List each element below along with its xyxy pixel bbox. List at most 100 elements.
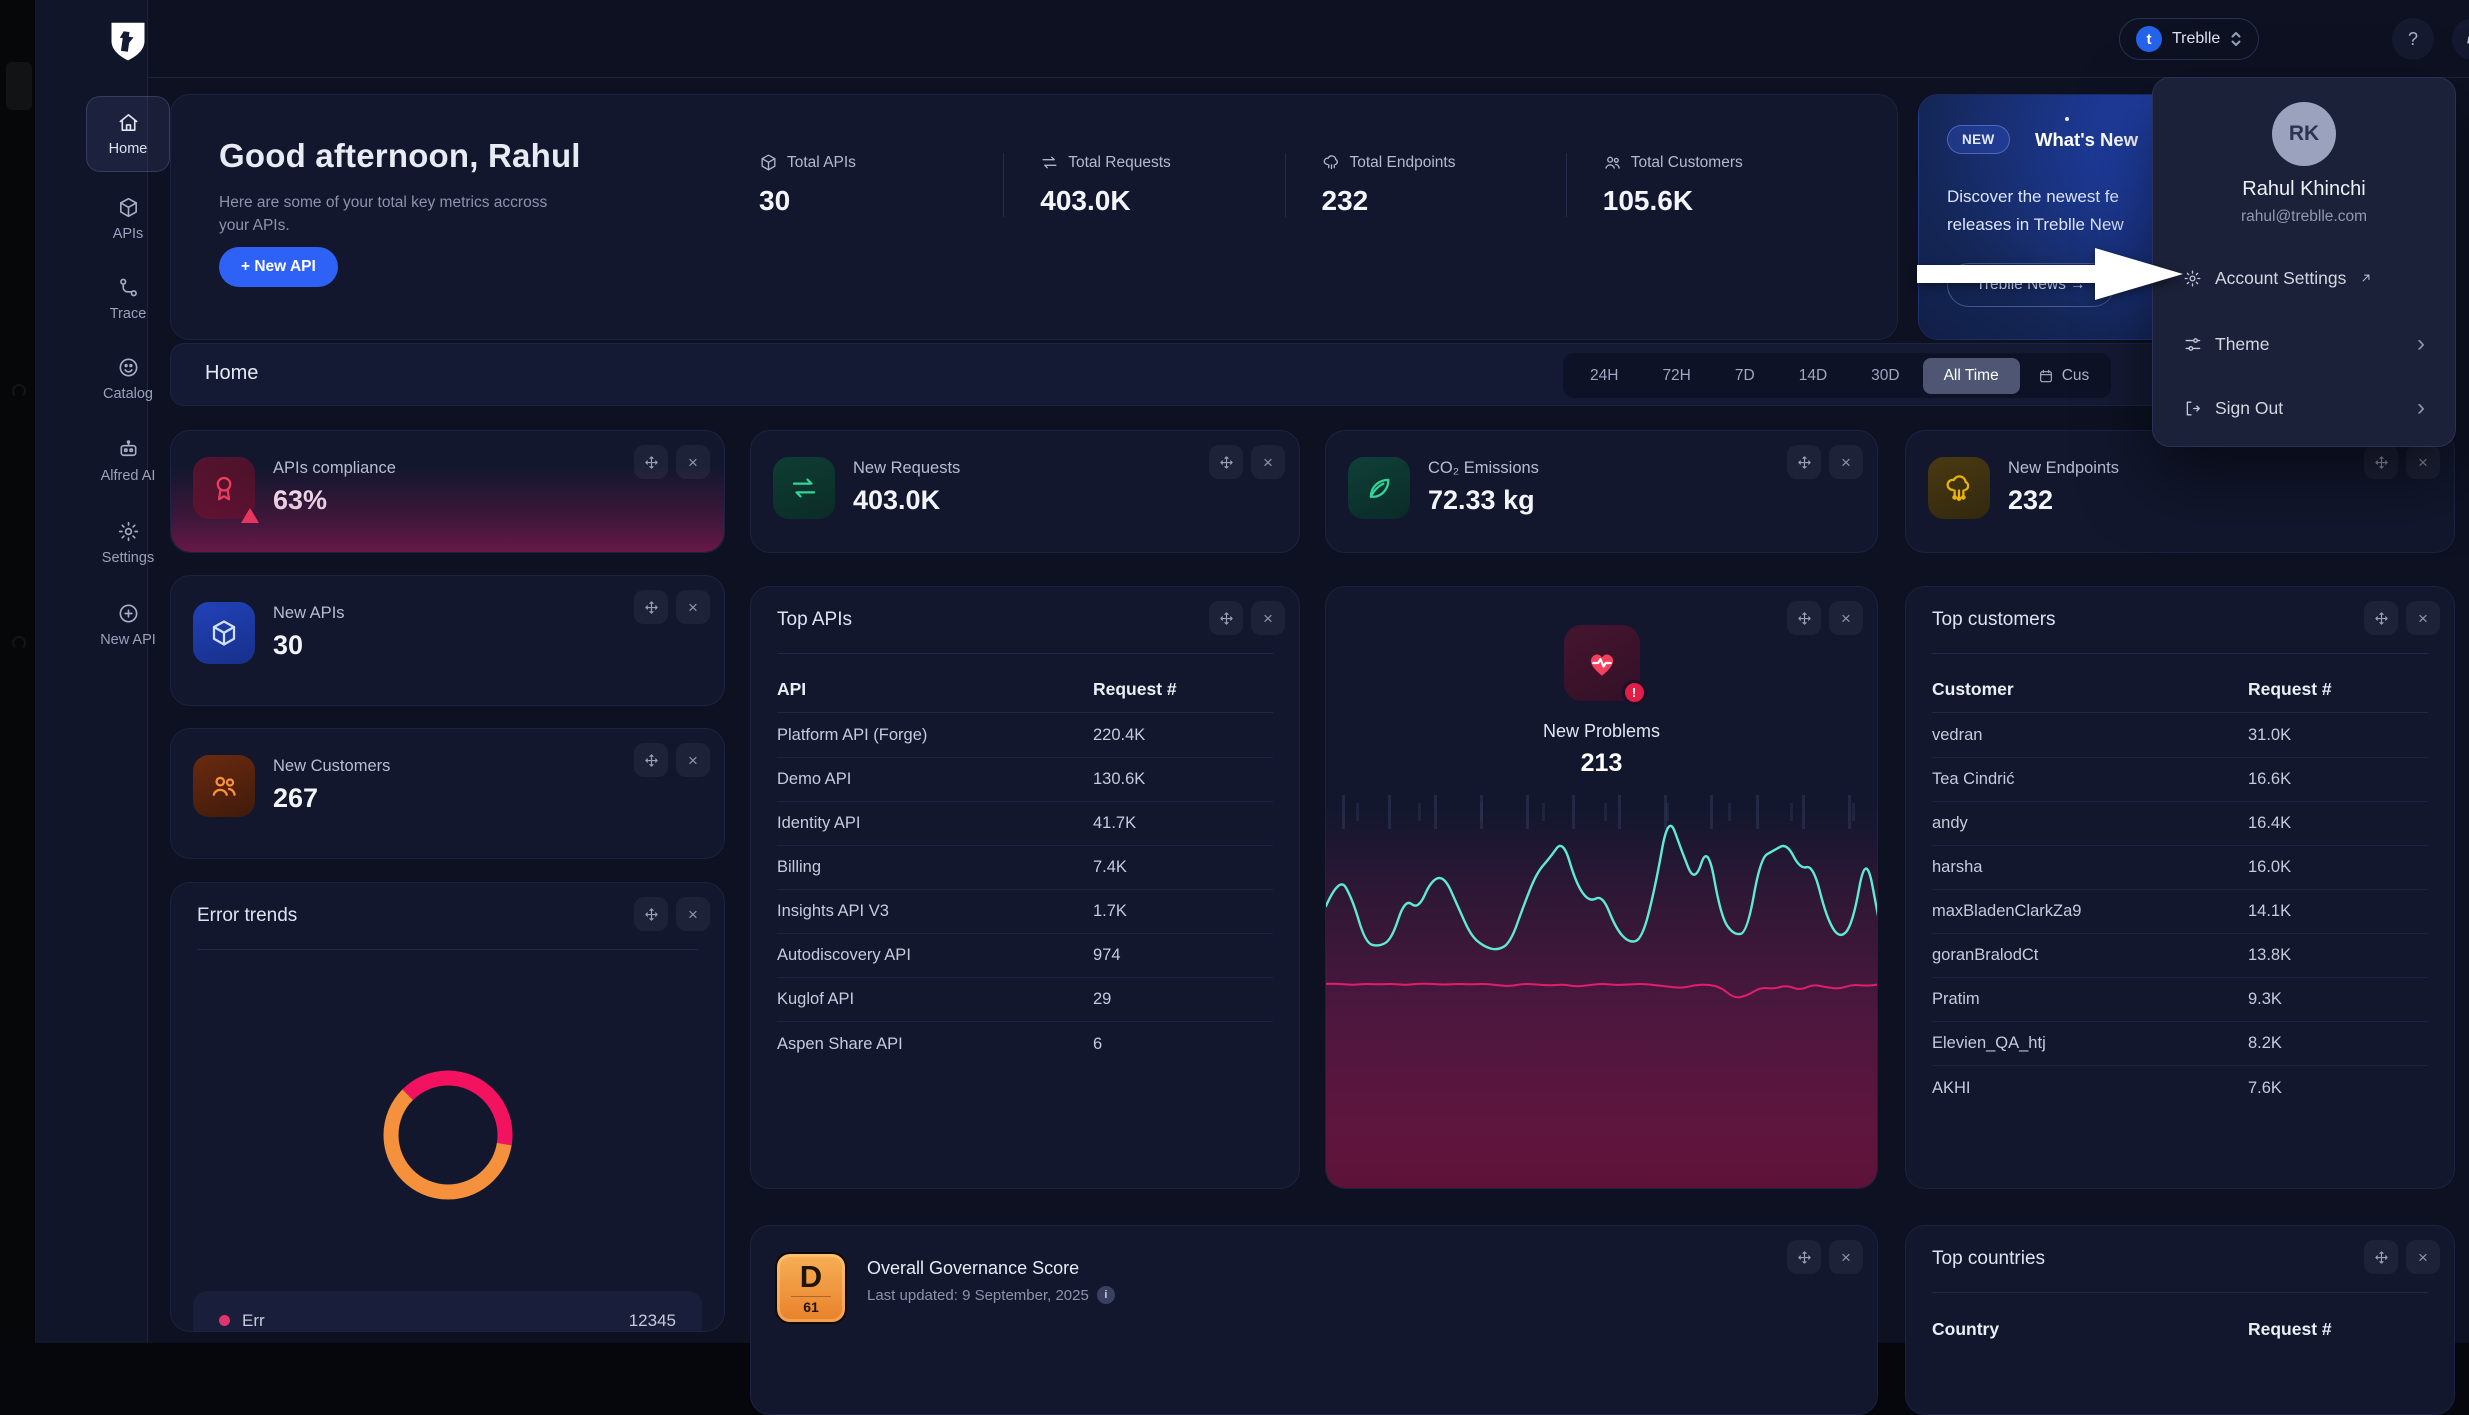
table-body: vedran 31.0K Tea Cindrić 16.6K andy 16.4K h… [1932, 714, 2428, 1110]
problems-value: 213 [1580, 749, 1623, 777]
home-section-header: Home 24H 72H 7D 14D 30D All Time Cus [170, 343, 2446, 406]
filter-72h[interactable]: 72H [1662, 366, 1691, 384]
menu-item-account-settings[interactable]: Account Settings [2175, 254, 2433, 302]
drag-handle-icon[interactable] [1787, 445, 1821, 479]
table-row[interactable]: Kuglof API 29 [777, 978, 1273, 1022]
info-icon[interactable]: i [1096, 1286, 1115, 1304]
drag-handle-icon[interactable] [1209, 601, 1243, 635]
drag-handle-icon[interactable] [1787, 1240, 1821, 1274]
request-count: 14.1K [2248, 902, 2292, 920]
filter-7d[interactable]: 7D [1734, 366, 1755, 384]
close-icon[interactable]: × [2406, 445, 2440, 479]
drag-handle-icon[interactable] [634, 445, 668, 479]
table-row[interactable]: Pratim 9.3K [1932, 978, 2428, 1022]
people-icon [1605, 156, 1620, 169]
table-row[interactable]: Aspen Share API 6 [777, 1022, 1273, 1066]
filter-14d[interactable]: 14D [1798, 366, 1828, 384]
drag-handle-icon[interactable] [1787, 601, 1821, 635]
filter-all-time[interactable]: All Time [1922, 357, 2020, 394]
close-icon[interactable]: × [676, 445, 710, 479]
customer-name: goranBralodCt [1932, 946, 2039, 964]
table-row[interactable]: goranBralodCt 13.8K [1932, 934, 2428, 978]
user-email: rahul@treblle.com [2240, 208, 2367, 225]
close-icon[interactable]: × [1829, 445, 1863, 479]
filter-24h[interactable]: 24H [1590, 366, 1619, 384]
close-icon[interactable]: × [1829, 1240, 1863, 1274]
api-name: Insights API V3 [777, 902, 889, 920]
customer-name: AKHI [1932, 1078, 1971, 1097]
cube-icon [193, 602, 255, 664]
topbar: t Treblle ? RK [148, 0, 2469, 78]
error-trends-legend-row: Err 12345 [193, 1291, 702, 1331]
customer-name: andy [1932, 814, 1968, 832]
co2-emissions-card: × CO₂ Emissions 72.33 kg [1325, 430, 1878, 553]
table-row[interactable]: Demo API 130.6K [777, 758, 1273, 802]
close-icon[interactable]: × [676, 590, 710, 624]
notifications-button[interactable] [2452, 18, 2469, 60]
endpoint-icon [1323, 155, 1338, 170]
table-row[interactable]: andy 16.4K [1932, 802, 2428, 846]
drag-handle-icon[interactable] [2364, 445, 2398, 479]
treblle-logo-icon[interactable] [100, 14, 156, 70]
filter-custom[interactable]: Cus [2022, 358, 2106, 394]
drag-handle-icon[interactable] [634, 743, 668, 777]
table-row[interactable]: harsha 16.0K [1932, 846, 2428, 890]
new-api-button[interactable]: + New API [219, 247, 338, 287]
drag-handle-icon[interactable] [634, 590, 668, 624]
table-row[interactable]: Identity API 41.7K [777, 802, 1273, 846]
drag-handle-icon[interactable] [2364, 601, 2398, 635]
table-row[interactable]: Autodiscovery API 974 [777, 934, 1273, 978]
whats-new-title: What's New [2035, 129, 2139, 150]
new-customers-card: × New Customers 267 [170, 728, 725, 859]
table-row[interactable]: Insights API V3 1.7K [777, 890, 1273, 934]
request-count: 220.4K [1093, 726, 1146, 744]
sidebar-item-settings[interactable]: Settings [80, 520, 176, 566]
warning-triangle-icon [241, 508, 259, 523]
compliance-badge-icon [193, 457, 259, 523]
sidebar-item-trace[interactable]: Trace [80, 276, 176, 322]
table-row[interactable]: maxBladenClarkZa9 14.1K [1932, 890, 2428, 934]
robot-icon [119, 440, 137, 457]
table-row[interactable]: Tea Cindrić 16.6K [1932, 758, 2428, 802]
close-icon[interactable]: × [676, 897, 710, 931]
close-icon[interactable]: × [676, 743, 710, 777]
table-row[interactable]: AKHI 7.6K [1932, 1066, 2428, 1110]
table-row[interactable]: Platform API (Forge) 220.4K [777, 714, 1273, 758]
sidebar-item-alfred-ai[interactable]: Alfred AI [80, 438, 176, 484]
sidebar-item-home[interactable]: Home [86, 96, 170, 172]
drag-handle-icon[interactable] [634, 897, 668, 931]
sidebar-item-catalog[interactable]: Catalog [80, 356, 176, 402]
workspace-switcher[interactable]: t Treblle [2119, 18, 2260, 60]
request-count: 9.3K [2248, 990, 2282, 1008]
metric-value: 403.0K [1040, 185, 1131, 216]
workspace-logo-icon: t [2136, 26, 2162, 52]
chart-tick-marks [1342, 795, 1861, 829]
stat-title: New Endpoints [2008, 459, 2119, 477]
drag-handle-icon[interactable] [1209, 445, 1243, 479]
drag-handle-icon[interactable] [2364, 1240, 2398, 1274]
menu-item-sign-out[interactable]: Sign Out › [2175, 384, 2433, 432]
metric-total-requests: Total Requests 403.0K [1003, 153, 1284, 217]
grade-letter: D [799, 1258, 823, 1294]
background-window-artifact [12, 636, 26, 650]
table-row[interactable]: vedran 31.0K [1932, 714, 2428, 758]
widget-title: New Problems [1542, 721, 1661, 741]
menu-item-theme[interactable]: Theme › [2175, 320, 2433, 368]
table-row[interactable]: Elevien_QA_htj 8.2K [1932, 1022, 2428, 1066]
sidebar-item-apis[interactable]: APIs [80, 196, 176, 242]
close-icon[interactable]: × [1251, 601, 1285, 635]
close-icon[interactable]: × [1251, 445, 1285, 479]
close-icon[interactable]: × [2406, 1240, 2440, 1274]
close-icon[interactable]: × [2406, 601, 2440, 635]
leaf-icon [1348, 457, 1410, 519]
table-row[interactable]: Billing 7.4K [777, 846, 1273, 890]
avatar-initials: RK [2288, 122, 2320, 145]
apis-compliance-card: × APIs compliance 63% [170, 430, 725, 553]
close-icon[interactable]: × [1829, 601, 1863, 635]
api-name: Aspen Share API [777, 1034, 903, 1053]
help-button[interactable]: ? [2392, 18, 2434, 60]
filter-30d[interactable]: 30D [1871, 366, 1900, 384]
trace-icon [119, 278, 137, 297]
sidebar-item-new-api[interactable]: New API [80, 602, 176, 648]
stat-title: New APIs [273, 604, 345, 622]
